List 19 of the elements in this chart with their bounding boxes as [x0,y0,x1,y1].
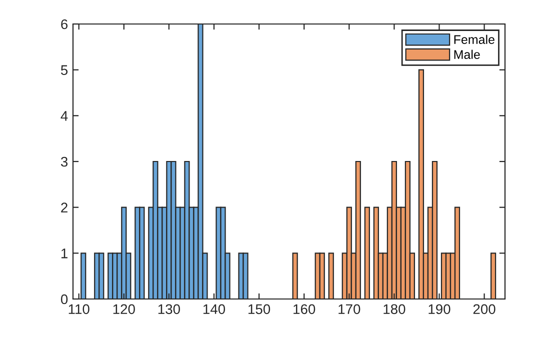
y-tick-label: 4 [60,111,68,121]
y-tick-label: 6 [61,19,68,30]
legend-label: Female [454,34,494,44]
y-tick-label: 3 [60,156,68,167]
y-tick-label: 2 [61,202,68,212]
x-tick-label: 170 [338,304,360,314]
x-tick-label: 190 [428,304,450,314]
y-tick-label: 0 [60,294,68,304]
x-tick-label: 130 [158,304,180,314]
y-tick-label: 1 [61,248,68,258]
x-tick-label: 200 [473,304,496,314]
x-tick-label: 140 [203,304,226,314]
x-tick-label: 150 [248,304,270,314]
y-tick-label: 5 [60,65,68,76]
legend-label: Male [454,50,480,59]
x-tick-label: 120 [113,304,135,314]
x-tick-label: 160 [294,304,316,314]
x-tick-label: 110 [68,304,90,314]
x-tick-label: 180 [384,304,406,314]
